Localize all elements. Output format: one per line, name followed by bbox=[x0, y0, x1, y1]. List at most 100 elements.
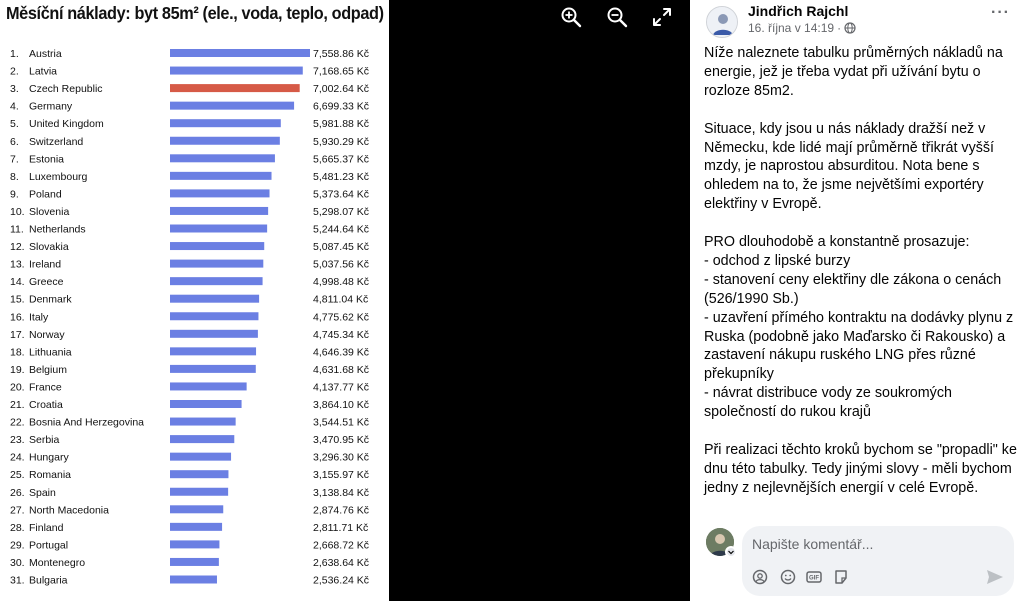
value-label: 2,638.64 Kč bbox=[313, 557, 369, 569]
post-line: - odchod z lipské burzy bbox=[704, 252, 851, 269]
post-line: - uzavření přímého kontraktu na dodávky … bbox=[704, 309, 1014, 383]
post-author[interactable]: Jindřich Rajchl bbox=[748, 3, 849, 19]
more-options-button[interactable]: ··· bbox=[991, 4, 1010, 21]
post-date[interactable]: 16. října v 14:19 bbox=[748, 21, 835, 35]
country-label: Greece bbox=[29, 276, 64, 288]
rank-label: 5. bbox=[10, 118, 19, 130]
bar-chart: 1. Austria 7,558.86 Kč 2. Latvia 7,168.65 Kč 3… bbox=[10, 48, 369, 587]
rank-label: 15. bbox=[10, 294, 25, 306]
value-label: 6,699.33 Kč bbox=[313, 101, 369, 113]
country-label: Romania bbox=[29, 469, 71, 481]
rank-label: 3. bbox=[10, 83, 19, 95]
chevron-down-icon[interactable] bbox=[725, 546, 737, 558]
value-label: 2,536.24 Kč bbox=[313, 575, 369, 587]
value-label: 3,296.30 Kč bbox=[313, 452, 369, 464]
country-label: Hungary bbox=[29, 452, 69, 464]
bar bbox=[170, 452, 232, 461]
country-label: Spain bbox=[29, 487, 56, 499]
value-label: 5,037.56 Kč bbox=[313, 259, 369, 271]
value-label: 3,864.10 Kč bbox=[313, 399, 369, 411]
expand-icon[interactable] bbox=[651, 6, 673, 28]
rank-label: 14. bbox=[10, 276, 25, 288]
post-meta: 16. října v 14:19 · bbox=[748, 21, 856, 35]
country-label: France bbox=[29, 381, 62, 393]
rank-label: 6. bbox=[10, 136, 19, 148]
post-line: Níže naleznete tabulku průměrných náklad… bbox=[704, 45, 1003, 99]
author-avatar[interactable] bbox=[706, 6, 738, 38]
bar bbox=[170, 171, 272, 180]
bar bbox=[170, 49, 310, 57]
bar bbox=[170, 435, 235, 444]
bar bbox=[170, 505, 224, 514]
country-label: Montenegro bbox=[29, 557, 85, 569]
rank-label: 16. bbox=[10, 311, 25, 323]
country-label: Finland bbox=[29, 522, 64, 534]
zoom-in-icon[interactable] bbox=[560, 6, 582, 28]
bar bbox=[170, 364, 256, 373]
bar bbox=[170, 277, 263, 286]
bar bbox=[170, 522, 223, 531]
post-line: - návrat distribuce vody ze soukromých s… bbox=[704, 385, 952, 421]
post-text: Níže naleznete tabulku průměrných náklad… bbox=[704, 44, 1018, 498]
bar bbox=[170, 575, 217, 584]
rank-label: 2. bbox=[10, 66, 19, 78]
country-label: Slovakia bbox=[29, 241, 69, 253]
value-label: 3,155.97 Kč bbox=[313, 469, 369, 481]
value-label: 2,811.71 Kč bbox=[313, 522, 368, 534]
sticker-icon[interactable] bbox=[833, 569, 849, 585]
globe-icon bbox=[844, 22, 856, 34]
country-label: Serbia bbox=[29, 434, 60, 446]
rank-label: 4. bbox=[10, 101, 19, 113]
rank-label: 1. bbox=[10, 48, 19, 60]
rank-label: 29. bbox=[10, 539, 25, 551]
rank-label: 10. bbox=[10, 206, 25, 218]
rank-label: 18. bbox=[10, 346, 25, 358]
comment-input[interactable]: Napište komentář... bbox=[752, 536, 874, 552]
value-label: 7,168.65 Kč bbox=[313, 66, 369, 78]
photo-viewer: 1. Austria 7,558.86 Kč 2. Latvia 7,168.65 Kč 3… bbox=[0, 0, 673, 601]
value-label: 4,745.34 Kč bbox=[313, 329, 369, 341]
comment-box[interactable]: Napište komentář... GIF bbox=[742, 526, 1014, 596]
avatar-sticker-icon[interactable] bbox=[752, 569, 768, 585]
rank-label: 22. bbox=[10, 417, 25, 429]
gif-icon[interactable]: GIF bbox=[806, 569, 822, 585]
send-icon[interactable] bbox=[986, 569, 1004, 585]
country-label: Switzerland bbox=[29, 136, 83, 148]
value-label: 7,002.64 Kč bbox=[313, 83, 369, 95]
rank-label: 7. bbox=[10, 153, 19, 165]
bar bbox=[170, 417, 236, 426]
bar bbox=[170, 382, 247, 391]
country-label: Italy bbox=[29, 311, 49, 323]
country-label: Denmark bbox=[29, 294, 72, 306]
rank-label: 20. bbox=[10, 381, 25, 393]
svg-text:GIF: GIF bbox=[809, 576, 819, 582]
value-label: 4,646.39 Kč bbox=[313, 346, 369, 358]
rank-label: 23. bbox=[10, 434, 25, 446]
bar bbox=[170, 347, 257, 356]
country-label: Portugal bbox=[29, 539, 68, 551]
rank-label: 8. bbox=[10, 171, 19, 183]
bar bbox=[170, 294, 260, 303]
value-label: 5,087.45 Kč bbox=[313, 241, 369, 253]
rank-label: 30. bbox=[10, 557, 25, 569]
chart-title: Měsíční náklady: byt 85m² (ele., voda, t… bbox=[6, 3, 384, 23]
rank-label: 9. bbox=[10, 188, 19, 200]
country-label: Lithuania bbox=[29, 346, 72, 358]
rank-label: 12. bbox=[10, 241, 25, 253]
post-line: Situace, kdy jsou u nás náklady dražší n… bbox=[704, 120, 995, 213]
bar bbox=[170, 487, 229, 496]
value-label: 5,930.29 Kč bbox=[313, 136, 369, 148]
chart-image: 1. Austria 7,558.86 Kč 2. Latvia 7,168.65 Kč 3… bbox=[0, 0, 389, 601]
emoji-icon[interactable] bbox=[780, 569, 796, 585]
bar bbox=[170, 470, 229, 479]
bar bbox=[170, 101, 295, 110]
country-label: Austria bbox=[29, 48, 62, 60]
country-label: Slovenia bbox=[29, 206, 69, 218]
bar bbox=[170, 84, 300, 93]
rank-label: 26. bbox=[10, 487, 25, 499]
zoom-out-icon[interactable] bbox=[606, 6, 628, 28]
value-label: 7,558.86 Kč bbox=[313, 48, 369, 60]
country-label: Estonia bbox=[29, 153, 64, 165]
rank-label: 19. bbox=[10, 364, 25, 376]
value-label: 4,631.68 Kč bbox=[313, 364, 369, 376]
